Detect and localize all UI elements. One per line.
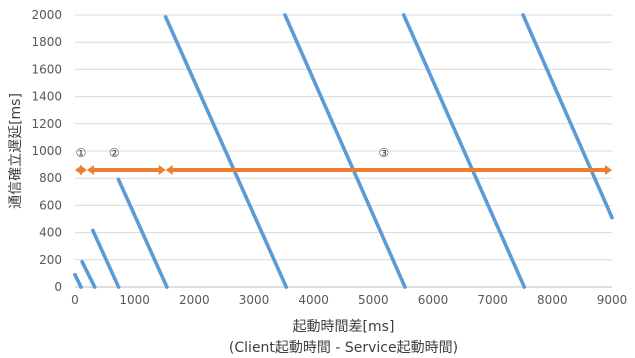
y-tick-label: 1400 [31, 90, 62, 104]
x-tick-label: 0 [71, 293, 79, 307]
data-point [92, 285, 97, 289]
x-tick-label: 7000 [477, 293, 508, 307]
range-label: ② [109, 146, 120, 160]
y-tick-label: 600 [39, 198, 62, 212]
x-tick-label: 1000 [119, 293, 150, 307]
x-tick-label: 8000 [537, 293, 568, 307]
range-arrow-head-right [605, 165, 612, 176]
data-point [610, 215, 614, 220]
range-label: ① [76, 146, 87, 160]
range-arrow-1: ① [75, 146, 87, 176]
x-tick-label: 2000 [179, 293, 210, 307]
x-axis-subtitle: (Client起動時間 - Service起動時間) [229, 340, 458, 356]
x-tick-label: 5000 [358, 293, 389, 307]
data-point [164, 285, 169, 289]
y-tick-label: 200 [39, 253, 62, 267]
data-point [284, 285, 289, 289]
y-tick-label: 400 [39, 226, 62, 240]
x-axis-title: 起動時間差[ms] [293, 319, 395, 335]
y-tick-label: 800 [39, 171, 62, 185]
range-arrow-head-left [165, 165, 173, 176]
y-tick-label: 1000 [31, 144, 62, 158]
data-points [73, 13, 614, 289]
x-tick-label: 6000 [418, 293, 449, 307]
tick-labels: 0 200 400 600 800 1000 1200 1400 1600 1800 2000 0 10… [31, 8, 627, 307]
x-tick-label: 3000 [239, 293, 270, 307]
x-tick-label: 4000 [298, 293, 329, 307]
y-tick-label: 1800 [31, 35, 62, 49]
range-label: ③ [378, 146, 389, 160]
data-point [116, 285, 121, 289]
y-axis-title: 通信確立遅延[ms] [8, 93, 24, 209]
range-arrow-head-left [86, 165, 94, 176]
y-tick-label: 2000 [31, 8, 62, 22]
range-arrow-3: ③ [165, 146, 612, 176]
y-tick-label: 0 [54, 280, 62, 294]
range-arrow-head-right [158, 165, 166, 176]
range-arrow-2: ② [86, 146, 166, 176]
gridlines [75, 14, 612, 261]
data-point [79, 285, 83, 289]
x-tick-label: 9000 [597, 293, 628, 307]
data-point [522, 285, 527, 289]
y-tick-label: 1600 [31, 62, 62, 76]
y-tick-label: 1200 [31, 117, 62, 131]
data-point [403, 285, 407, 289]
range-arrow-head-right [79, 165, 87, 176]
range-arrows: ① ② ③ [75, 146, 612, 176]
